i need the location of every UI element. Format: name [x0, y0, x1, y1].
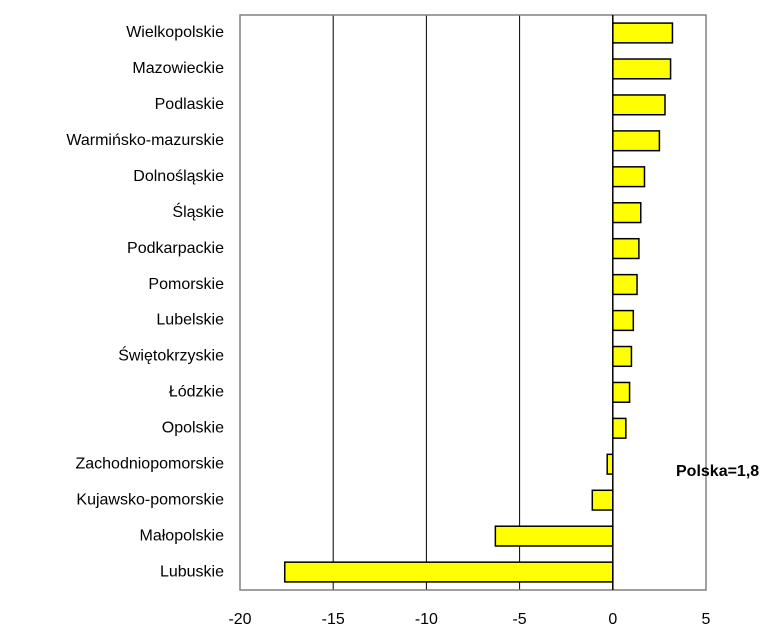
category-label: Podkarpackie [127, 240, 224, 257]
bar [494, 525, 614, 547]
category-label: Łódzkie [169, 384, 224, 401]
x-tick-labels: -20 -15 -10 -5 0 5 [228, 611, 710, 628]
bar [612, 273, 638, 296]
x-tick-label: -15 [322, 611, 345, 628]
bar [591, 489, 614, 511]
bar [612, 202, 642, 224]
category-label: Małopolskie [140, 527, 225, 544]
category-label: Wielkopolskie [126, 24, 224, 41]
category-label: Podlaskie [155, 96, 224, 113]
bar [606, 453, 614, 475]
plot-area-frame [239, 14, 707, 591]
category-label: Pomorskie [148, 276, 224, 293]
bar [612, 345, 633, 368]
x-tick-label: 0 [608, 611, 617, 628]
bar [612, 417, 627, 439]
category-label: Śląskie [172, 202, 224, 221]
x-tick-label: -20 [228, 611, 251, 628]
bar [612, 94, 666, 116]
category-label: Lubuskie [160, 563, 224, 580]
category-label: Świętokrzyskie [118, 346, 224, 365]
category-label: Lubelskie [156, 312, 224, 329]
bar [612, 58, 672, 80]
x-tick-label: -10 [415, 611, 438, 628]
category-label: Kujawsko-pomorskie [76, 491, 224, 508]
category-label: Opolskie [162, 420, 224, 437]
category-labels: Wielkopolskie Mazowieckie Podlaskie Warmińs… [66, 24, 224, 580]
bars [283, 22, 674, 583]
bar [612, 381, 631, 403]
bar [612, 166, 646, 188]
category-label: Dolnośląskie [133, 168, 224, 185]
bar [612, 237, 640, 260]
bar [283, 561, 614, 583]
gridlines [332, 15, 521, 590]
x-tick-label: -5 [512, 611, 526, 628]
category-label: Mazowieckie [132, 60, 224, 77]
bar [612, 309, 635, 332]
polska-annotation: Polska=1,8 [676, 463, 759, 480]
category-label: Zachodniopomorskie [75, 455, 224, 472]
x-tick-label: 5 [702, 611, 711, 628]
category-label: Warmińsko-mazurskie [66, 132, 224, 149]
bar [612, 130, 661, 152]
bar [612, 22, 674, 44]
